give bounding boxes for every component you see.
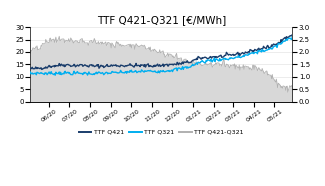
Legend: TTF Q421, TTF Q321, TTF Q421-Q321: TTF Q421, TTF Q321, TTF Q421-Q321 bbox=[76, 127, 246, 137]
Title: TTF Q421-Q321 [€/MWh]: TTF Q421-Q321 [€/MWh] bbox=[97, 15, 226, 25]
